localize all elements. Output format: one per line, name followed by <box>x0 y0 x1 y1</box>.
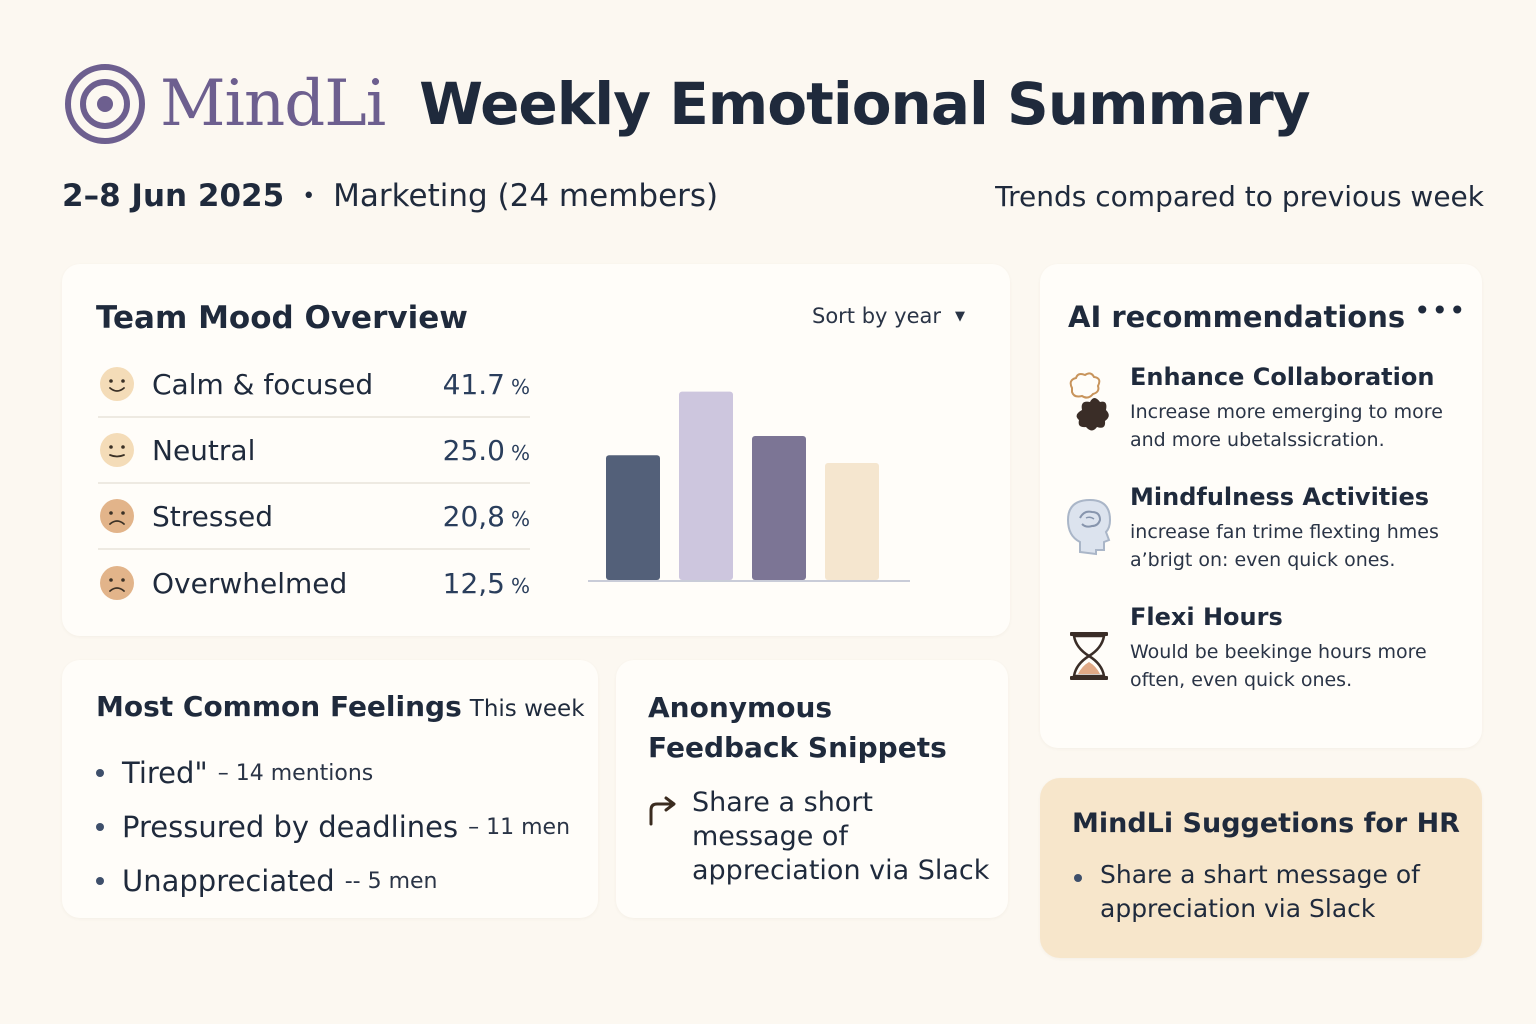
header: MindLi Weekly Emotional Summary <box>64 58 1311 150</box>
hr-suggestion-text: Share a shart message of appreciation vi… <box>1100 860 1420 923</box>
trend-note: Trends compared to previous week <box>995 179 1484 213</box>
rec-title: Flexi Hours <box>1130 603 1283 631</box>
sort-dropdown-label: Sort by year <box>812 304 942 328</box>
mood-percent: 20,8% <box>442 499 530 533</box>
chevron-down-icon: ▼ <box>955 308 966 324</box>
rec-title: Enhance Collaboration <box>1130 363 1435 391</box>
puzzle-gear-icon <box>1069 372 1109 431</box>
chart-bar <box>679 391 733 580</box>
mood-bar-chart <box>588 391 910 582</box>
rec-description: Would be beekinge hours more often, even… <box>1130 641 1427 691</box>
hr-card-title: MindLi Suggetions for HR <box>1072 808 1460 839</box>
list-item: Pressured by deadlines – 11 men <box>96 800 570 854</box>
sort-dropdown[interactable]: Sort by year ▼ <box>812 304 965 328</box>
hr-suggestions-card: MindLi Suggetions for HR Share a shart m… <box>1040 778 1482 958</box>
mood-label: Stressed <box>152 499 274 533</box>
rec-description: Increase more emerging to more and more … <box>1130 401 1443 451</box>
frown-face-icon <box>100 566 134 600</box>
team-label[interactable]: Marketing (24 members) <box>333 178 719 214</box>
mindli-logo-icon <box>65 64 145 144</box>
list-item: Unappreciated -- 5 men <box>96 854 570 908</box>
feelings-list: Tired" – 14 mentions Pressured by deadlin… <box>96 746 570 908</box>
rec-title: Mindfulness Activities <box>1130 483 1430 511</box>
mood-row: Calm & focused 41.7% <box>98 352 530 418</box>
mood-label: Neutral <box>152 433 256 467</box>
list-item: Tired" – 14 mentions <box>96 746 570 800</box>
mood-row: Overwhelmed 12,5% <box>98 550 530 616</box>
share-arrow-icon <box>649 796 676 826</box>
mood-label: Calm & focused <box>152 367 374 401</box>
mood-label: Overwhelmed <box>152 566 348 600</box>
feelings-card-subtitle: This week <box>469 696 585 722</box>
feelings-card-title: Most Common Feelings This week <box>96 690 585 723</box>
list-item: Share a shart message of appreciation vi… <box>1074 858 1440 926</box>
page-title: Weekly Emotional Summary <box>419 70 1310 138</box>
smile-face-icon <box>100 367 134 401</box>
ai-card-title: AI recommendations <box>1068 300 1406 334</box>
report-meta: 2–8 Jun 2025 • Marketing (24 members) Tr… <box>62 178 1484 214</box>
chart-bar <box>825 463 879 580</box>
feedback-card: Anonymous Feedback Snippets Share a shor… <box>616 660 1008 918</box>
feedback-snippet: Share a short message of appreciation vi… <box>692 787 990 886</box>
feedback-card-title: Anonymous Feedback Snippets <box>648 691 947 764</box>
mood-percent: 25.0% <box>442 433 530 467</box>
mood-row: Neutral 25.0% <box>98 418 530 484</box>
common-feelings-card: Most Common Feelings This week Tired" – 14… <box>62 660 598 918</box>
mood-row: Stressed 20,8% <box>98 484 530 550</box>
frown-face-icon <box>100 499 134 533</box>
neutral-face-icon <box>100 433 134 467</box>
ai-recommendations-card: AI recommendations ••• Enhance Collabora… <box>1040 264 1482 748</box>
rec-description: increase fan trime flexting hmes a’brigt… <box>1130 521 1439 571</box>
more-options-icon[interactable]: ••• <box>1414 294 1467 327</box>
separator: • <box>302 183 316 209</box>
team-mood-card: Team Mood Overview Sort by year ▼ Calm &… <box>62 264 1010 636</box>
mood-list: Calm & focused 41.7% Neutral 25.0% Stres… <box>98 352 530 616</box>
chart-bar <box>606 455 660 580</box>
mood-card-title: Team Mood Overview <box>96 300 468 336</box>
hourglass-icon <box>1070 632 1108 680</box>
mood-percent: 12,5% <box>442 566 530 600</box>
chart-bar <box>752 436 806 580</box>
brand-name: MindLi <box>160 67 386 141</box>
head-brain-icon <box>1066 498 1112 556</box>
date-range[interactable]: 2–8 Jun 2025 <box>62 178 285 214</box>
mood-percent: 41.7% <box>442 367 530 401</box>
